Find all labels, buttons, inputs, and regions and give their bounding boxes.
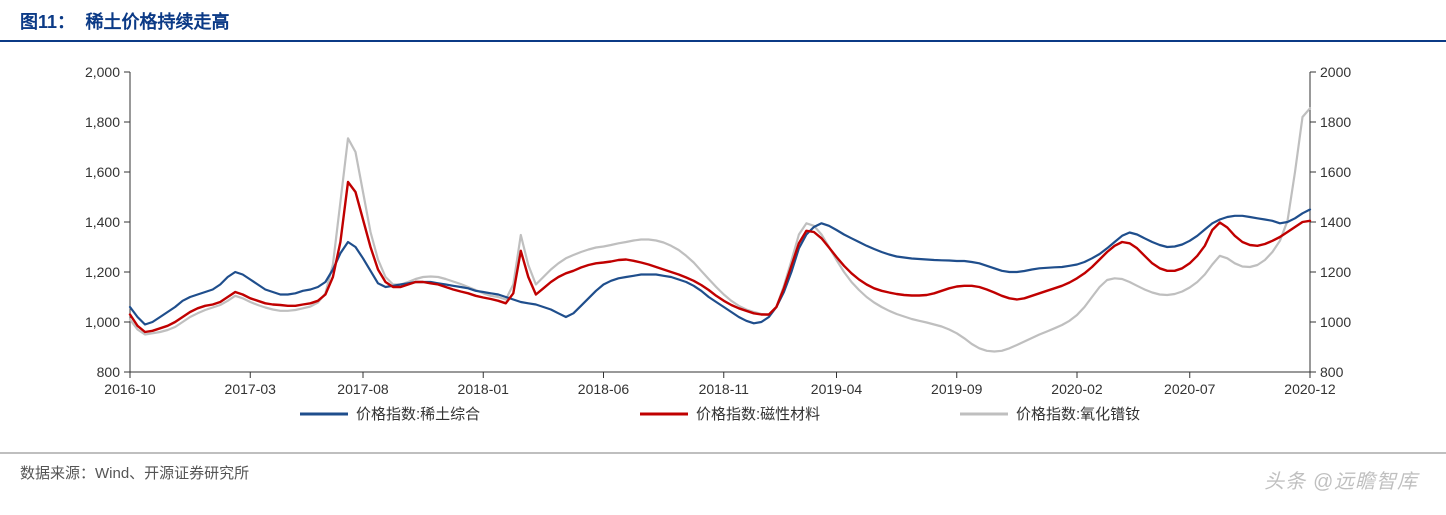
svg-text:2018-06: 2018-06 <box>578 381 630 397</box>
svg-text:2018-11: 2018-11 <box>699 381 750 397</box>
svg-text:2017-03: 2017-03 <box>225 381 277 397</box>
svg-text:2017-08: 2017-08 <box>337 381 389 397</box>
svg-text:1,000: 1,000 <box>85 314 120 330</box>
line-chart: 800 1,000 1,200 1,400 1,600 1,800 2,000 800 1000… <box>0 42 1446 452</box>
svg-text:1000: 1000 <box>1320 314 1351 330</box>
svg-text:2018-01: 2018-01 <box>458 381 510 397</box>
svg-text:800: 800 <box>1320 364 1344 380</box>
legend-label: 价格指数:氧化镨钕 <box>1016 406 1140 423</box>
svg-text:2019-09: 2019-09 <box>931 381 983 397</box>
svg-text:1600: 1600 <box>1320 164 1351 180</box>
legend-label: 价格指数:磁性材料 <box>696 406 820 423</box>
legend-label: 价格指数:稀土综合 <box>356 406 480 423</box>
svg-text:1,600: 1,600 <box>85 164 120 180</box>
svg-text:2,000: 2,000 <box>85 64 120 80</box>
figure-number: 图11： <box>20 12 75 32</box>
series-1 <box>130 182 1310 332</box>
svg-text:1400: 1400 <box>1320 214 1351 230</box>
chart-area: 800 1,000 1,200 1,400 1,600 1,800 2,000 800 1000… <box>0 42 1446 452</box>
svg-text:800: 800 <box>97 364 121 380</box>
svg-text:1,400: 1,400 <box>85 214 120 230</box>
svg-text:2016-10: 2016-10 <box>104 381 156 397</box>
svg-text:2020-12: 2020-12 <box>1284 381 1336 397</box>
svg-text:2020-07: 2020-07 <box>1164 381 1216 397</box>
svg-text:2020-02: 2020-02 <box>1051 381 1103 397</box>
svg-text:2000: 2000 <box>1320 64 1351 80</box>
series-2 <box>130 108 1310 351</box>
svg-text:1800: 1800 <box>1320 114 1351 130</box>
svg-text:1,800: 1,800 <box>85 114 120 130</box>
svg-text:1200: 1200 <box>1320 264 1351 280</box>
source-line: 数据来源：Wind、开源证券研究所 <box>0 452 1446 493</box>
svg-text:1,200: 1,200 <box>85 264 120 280</box>
figure: 图11： 稀土价格持续走高 800 1,000 1,200 1,400 1,600 1,8… <box>0 0 1446 493</box>
svg-text:2019-04: 2019-04 <box>811 381 863 397</box>
figure-title: 稀土价格持续走高 <box>85 12 229 32</box>
figure-title-bar: 图11： 稀土价格持续走高 <box>0 0 1446 42</box>
